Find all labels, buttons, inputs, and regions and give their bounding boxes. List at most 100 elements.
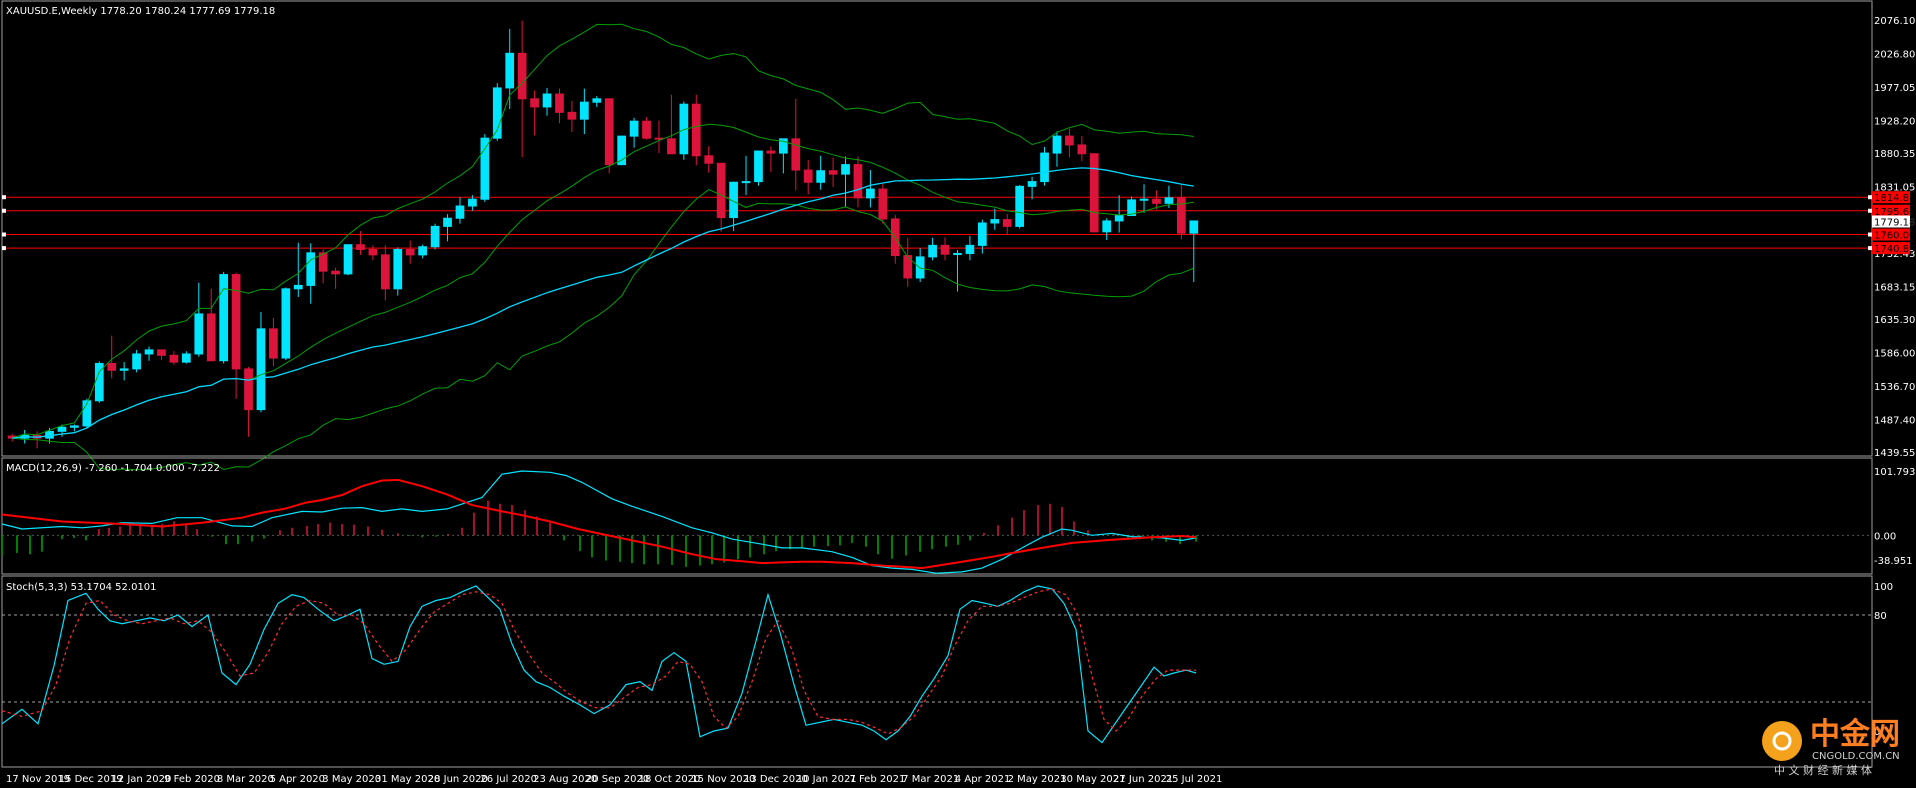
candle-body [356,244,365,250]
candle-body [704,155,714,164]
price-axis-label: 1586.00 [1874,349,1915,360]
macd-pane[interactable]: MACD(12,26,9) -7.260 -1.704 0.000 -7.222 [1,457,1873,575]
candle-body [766,150,776,154]
candle-body [604,98,614,166]
price-level-label: 1814.81 [1874,193,1915,204]
candle-body [393,248,403,290]
time-axis-label: 13 Dec 2020 [744,774,808,785]
candle-body [530,98,539,108]
time-axis-label: 8 Mar 2020 [217,774,274,785]
logo-circle [1762,721,1802,761]
time-axis-label: 17 Nov 2019 [6,774,70,785]
candle-body [318,252,328,272]
candle-body [990,219,1000,224]
candle-body [1152,198,1161,204]
candle-body [132,353,141,370]
candle-body [181,353,191,363]
candle-body [878,188,888,220]
candle-body [803,169,813,183]
stoch-frame [1,575,1873,768]
price-level-marker [2,232,6,237]
time-axis-label: 4 Apr 2021 [955,774,1010,785]
time-axis-label: 7 Feb 2021 [849,774,905,785]
price-axis-label: 1977.05 [1874,83,1915,94]
candle-body [629,120,639,137]
axes-layer: 2076.10 2026.80 1977.05 1928.20 1880.35 1831.… [6,16,1915,785]
time-axis-label: 7 Mar 2021 [902,774,959,785]
brand-domain: CNGOLD.COM.CN [1812,751,1900,762]
candle-body [331,270,340,275]
candle-body [1139,198,1149,201]
time-axis-label: 9 Feb 2020 [164,774,220,785]
price-level-marker [2,195,6,200]
price-level-label: 1795.63 [1874,207,1915,218]
candle-body [219,274,229,362]
candle-body [617,135,627,166]
price-level-marker [1868,232,1872,237]
macd-header: MACD(12,26,9) -7.260 -1.704 0.000 -7.222 [6,463,220,474]
candle-body [492,87,502,139]
candle-body [691,103,701,157]
price-axis-label: 1635.30 [1874,315,1915,326]
candle-body [169,354,179,363]
candle-body [368,248,378,256]
price-axis-label: 1439.55 [1874,448,1915,459]
candle-body [480,137,490,200]
candle-body [828,170,838,175]
stochastic-pane[interactable]: Stoch(5,3,3) 53.1704 52.0101 [1,575,1873,768]
stoch-axis-label: 0 [1874,727,1880,738]
price-level-marker [1868,246,1872,251]
price-level-badge [1872,204,1910,217]
stoch-k-line [1,585,1197,744]
candle-body [57,426,67,432]
stoch-header: Stoch(5,3,3) 53.1704 52.0101 [6,582,157,593]
time-axis-label: 5 Apr 2020 [270,774,325,785]
candle-body [1077,144,1087,155]
candle-body [505,52,515,89]
price-axis-label: 1928.20 [1874,116,1915,127]
stoch-d-line [1,588,1196,735]
time-axis-label: 2 May 2021 [1008,774,1067,785]
price-axis-label: 2076.10 [1874,16,1915,27]
price-axis-label: 1536.70 [1874,382,1915,393]
candle-body [157,349,166,356]
candle-body [1176,197,1186,234]
candle-body [468,198,477,207]
candle-body [281,288,291,359]
current-price-box [1872,215,1910,228]
time-axis-label: 18 Oct 2020 [639,774,701,785]
price-axis-label: 2026.80 [1874,49,1915,60]
candle-body [418,246,428,256]
price-level-label: 1740.89 [1874,244,1915,255]
candle-body [1040,152,1049,183]
candle-body [791,138,801,171]
candle-body [70,425,79,428]
candle-body [579,101,589,120]
candle-body [1089,153,1099,233]
price-pane[interactable]: XAUUSD.E,Weekly 1778.20 1780.24 1777.69 … [1,0,1873,471]
price-level-marker [2,246,6,251]
candle-body [866,188,875,199]
stoch-axis-label: 100 [1874,582,1893,593]
candle-body [741,181,751,184]
macd-frame [1,457,1873,575]
time-axis-label: 3 May 2020 [322,774,381,785]
candle-body [667,138,676,155]
candle-body [1002,219,1012,227]
candle-body [517,52,527,100]
candle-body [119,368,129,371]
candle-body [642,120,651,139]
moving-average-line [12,167,1194,439]
price-axis-label: 1732.43 [1874,249,1915,260]
candle-body [380,254,390,290]
price-axis-label: 1683.15 [1874,283,1915,294]
candle-body [1127,199,1136,217]
candle-body [754,150,763,183]
bollinger-lower [12,189,1194,471]
macd-signal-line [1,478,1197,570]
current-price-label: 1779.18 [1874,218,1915,229]
candle-body [430,225,440,248]
brand-cn: 中金网 [1810,717,1900,752]
